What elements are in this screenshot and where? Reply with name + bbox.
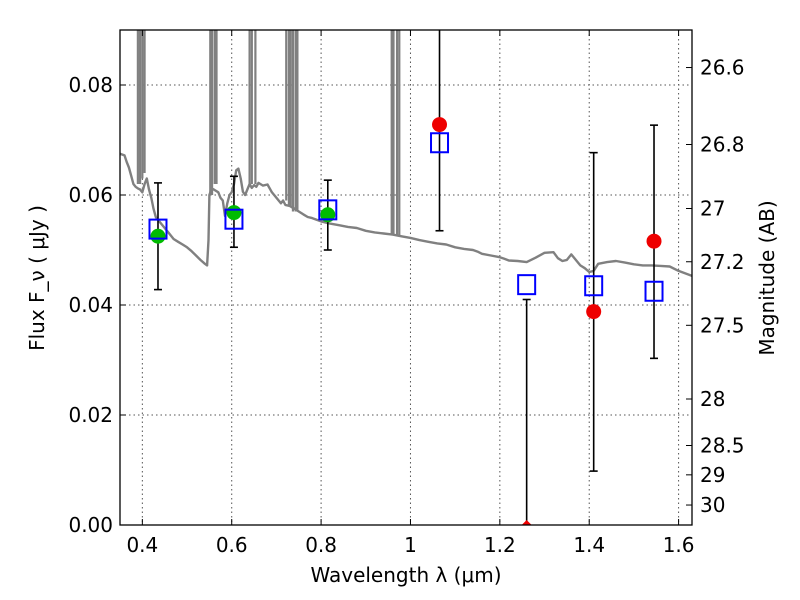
x-axis-title: Wavelength λ (μm): [310, 563, 501, 587]
y-tick-label: 0.00: [68, 513, 113, 537]
model-photometry-point: [318, 199, 338, 221]
model-photometry-point: [224, 208, 244, 230]
errorbar-layer: [153, 30, 659, 525]
y-tick-label: 0.02: [68, 403, 113, 427]
y2-tick-label: 28: [700, 387, 725, 411]
y2-tick-label: 29: [700, 463, 725, 487]
model-photometry-point: [644, 280, 664, 302]
grid-layer: [120, 30, 692, 526]
y2-axis-title: Magnitude (AB): [755, 200, 779, 355]
model-spectrum-layer: [119, 30, 693, 278]
y2-tick-label: 27.2: [700, 250, 745, 274]
y2-tick-label: 26.8: [700, 132, 745, 156]
observed-flux-point: [150, 228, 166, 244]
x-tick-label: 0.4: [126, 533, 158, 557]
model-photometry-point: [517, 274, 537, 296]
model-photometry-point: [430, 132, 450, 154]
observed-flux-point: [521, 520, 532, 525]
x-axis: 0.4 0.6 0.8 1 1.2 1.4 1.6: [126, 30, 695, 557]
y2-tick-label: 26.6: [700, 56, 745, 80]
y-tick-label: 0.08: [68, 73, 113, 97]
y2-tick-label: 27.5: [700, 313, 745, 337]
observed-flux-point: [226, 205, 242, 221]
y-tick-label: 0.04: [68, 293, 113, 317]
model-spectrum-line: [119, 152, 693, 278]
y-axis-right: 26.6 26.8 27 27.2 27.5 28 28.5 29 30: [686, 56, 745, 517]
observed-points-layer: [150, 117, 662, 525]
x-tick-label: 0.8: [305, 533, 337, 557]
y2-tick-label: 27: [700, 197, 725, 221]
x-tick-label: 1.2: [484, 533, 516, 557]
observed-flux-point: [586, 304, 602, 320]
model-photometry-point: [148, 218, 168, 240]
x-tick-label: 1.6: [663, 533, 695, 557]
y-tick-label: 0.06: [68, 183, 113, 207]
y2-tick-label: 30: [700, 493, 725, 517]
plot-frame: [119, 29, 693, 526]
model-photometry-layer: [148, 132, 664, 302]
y-axis-left: 0.00 0.02 0.04 0.06 0.08: [68, 73, 126, 537]
y-axis-title: Flux F_ν ( μJy ): [25, 205, 49, 351]
y2-tick-label: 28.5: [700, 434, 745, 458]
model-photometry-point: [584, 275, 604, 297]
x-tick-label: 1.4: [573, 533, 605, 557]
observed-flux-point: [432, 117, 448, 133]
observed-flux-point: [646, 233, 662, 249]
x-tick-label: 1: [404, 533, 417, 557]
x-tick-label: 0.6: [216, 533, 248, 557]
